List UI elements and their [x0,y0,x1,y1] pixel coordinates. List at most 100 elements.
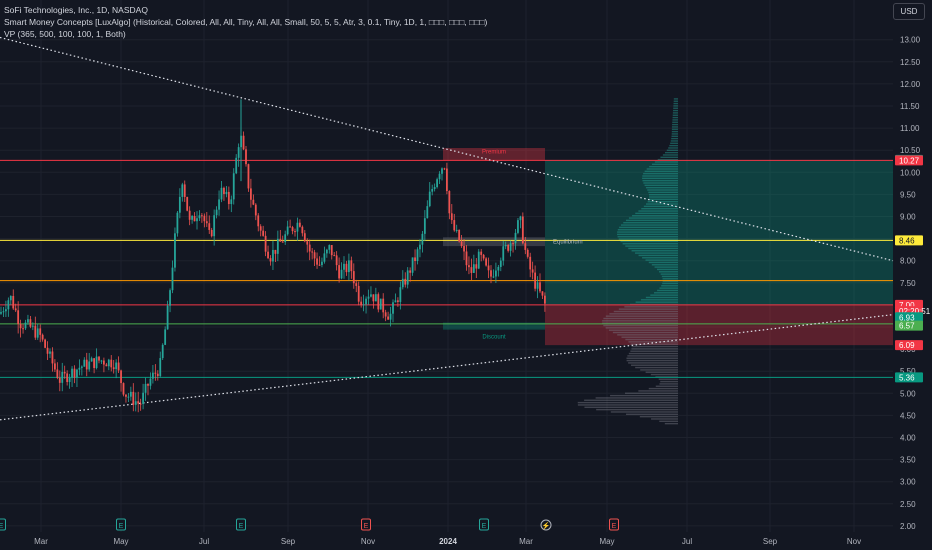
candle-body [348,260,350,273]
candle-body [269,258,272,262]
volume-profile-bar [605,315,678,317]
volume-profile-bar [659,420,678,423]
price-tick-label: 12.50 [900,58,921,67]
volume-profile-bar [648,193,678,196]
dividend-flash-icon[interactable]: ⚡ [540,519,552,531]
volume-profile-bar [651,418,678,420]
candle-body [387,316,389,320]
volume-profile-bar [617,233,678,236]
candle-body [56,369,59,378]
event-markers[interactable]: E E E E E ⚡ E [0,518,619,531]
volume-profile-bar [622,243,678,245]
earnings-icon[interactable]: E [361,518,371,531]
volume-profile-bar [625,219,678,222]
candle-body [247,164,250,189]
volume-profile-bar [670,140,678,142]
earnings-icon[interactable]: E [609,518,619,531]
price-tick-label: 10.00 [900,168,921,177]
candle-body [519,216,522,221]
candle-body [517,220,519,233]
candle-body [468,265,470,268]
candle-body [169,290,171,306]
candle-body [193,215,196,222]
currency-button[interactable]: USD [893,3,925,20]
candle-body [529,256,532,270]
candle-body [330,245,333,256]
volume-profile-bar [656,268,678,271]
indicator-vp-label[interactable]: VP (365, 500, 100, 100, 1, Both) [4,29,126,39]
volume-profile-bar [671,128,678,130]
price-tick-label: 5.50 [900,367,916,376]
candle-body [85,359,88,370]
volume-profile-bar [645,259,678,261]
candle-body [17,310,20,325]
symbol-title[interactable]: SoFi Technologies, Inc., 1D, NASDAQ [4,5,148,15]
volume-profile-bar [618,238,678,240]
volume-profile-bar [660,380,678,383]
candle-body [208,223,211,230]
candle-body [49,351,51,354]
candle-body [58,377,61,383]
candle-body [345,263,348,273]
candle-body [531,269,534,273]
candle-body [308,244,311,252]
candle-body [14,308,17,311]
indicator-smc-label[interactable]: Smart Money Concepts [LuxAlgo] (Historic… [4,17,488,27]
candle-body [539,282,541,292]
volume-profile-bar [672,114,678,116]
earnings-icon[interactable]: E [116,518,126,531]
volume-profile-bar [595,397,678,399]
earnings-icon[interactable]: E [0,518,6,531]
volume-profile-bar [626,413,678,415]
candle-body [205,221,208,224]
candle-body [485,258,487,266]
time-axis[interactable]: Mar May Jul Sep Nov 2024 Mar May Jul Sep Nov [34,537,861,546]
candle-body [357,285,360,302]
candle-body [289,226,291,228]
price-tag-bg [895,155,923,166]
candle-body [2,311,5,313]
candle-body [73,368,76,378]
candle-body [291,227,294,232]
event-glyph: E [119,523,124,530]
candle-body [377,294,380,310]
event-box [0,518,6,531]
candle-body [125,394,127,397]
price-tag-bg [895,340,923,351]
volume-profile-bar [621,336,678,338]
time-tick-label: Sep [763,537,778,546]
candle-body [210,229,213,237]
price-axis[interactable]: 13.00 12.50 12.00 11.50 11.00 10.50 10.00 9.50 9… [900,36,921,531]
premium-zone-top [443,147,545,161]
candle-body [499,260,502,267]
volume-profile-bar [577,404,678,406]
candle-body [127,396,130,398]
volume-profile-bar [646,168,678,170]
candle-body [455,229,458,231]
candle-body [374,294,377,302]
event-glyph: E [482,523,487,530]
volume-profile-bar [645,186,678,189]
volume-profile-bar [673,107,678,109]
earnings-icon[interactable]: E [236,518,246,531]
volume-profile-bar [577,401,678,404]
equilibrium-zone [443,237,545,247]
volume-profile-bar [645,371,678,373]
price-tick-label: 3.50 [900,456,916,465]
event-box [236,518,246,531]
candle-body [103,360,105,365]
candle-body [154,372,157,374]
candle-body [338,265,340,279]
candle-body [370,294,372,297]
event-glyph: E [0,523,4,530]
earnings-icon[interactable]: E [479,518,489,531]
event-glyph: E [364,523,369,530]
candle-body [463,246,465,252]
candle-body [215,209,218,216]
candle-body [482,254,485,259]
volume-profile-bar [654,161,678,163]
candle-body [176,212,179,234]
volume-profile-bar [631,364,678,366]
candle-body [76,369,78,378]
